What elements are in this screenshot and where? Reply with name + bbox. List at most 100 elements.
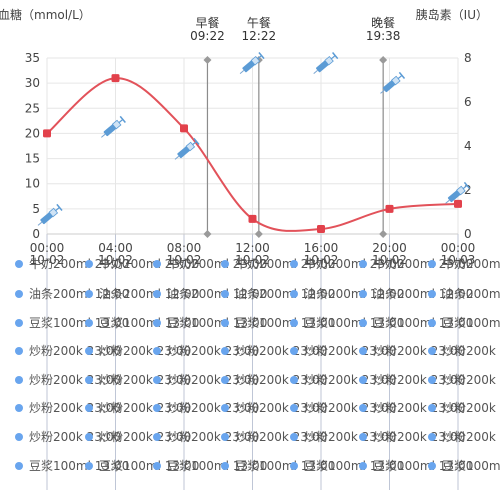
food-entry: 炒粉200k 23:00 <box>235 373 327 387</box>
y-left-tick-label: 25 <box>25 101 40 115</box>
axes: 051015202530350246800:0010-0204:0010-020… <box>25 51 476 267</box>
diamond-marker-icon <box>379 56 388 64</box>
insulin-series <box>37 52 471 226</box>
glucose-point <box>180 124 188 133</box>
food-dot-icon <box>221 462 229 470</box>
food-entry: 牛奶200ml 23:00 <box>99 256 199 271</box>
food-dot-icon <box>153 290 161 298</box>
y-left-tick-label: 15 <box>25 152 40 166</box>
food-entry: 豆浆100ml 13:00 <box>304 458 404 473</box>
food-dot-icon <box>359 376 367 384</box>
food-entry: 豆浆100ml 13:00 <box>29 458 129 473</box>
food-dot-icon <box>15 376 23 384</box>
food-dot-icon <box>153 319 161 327</box>
x-tick-time: 00:00 <box>441 241 476 255</box>
food-entry: 炒粉200k 23:00 <box>442 373 500 387</box>
food-entry: 炒粉200k 23:00 <box>235 430 327 444</box>
y-left-tick-label: 5 <box>32 202 40 216</box>
food-dot-icon <box>85 319 93 327</box>
food-dot-icon <box>85 433 93 441</box>
y-left-tick-label: 30 <box>25 76 40 90</box>
food-dot-icon <box>290 433 298 441</box>
food-dot-icon <box>290 347 298 355</box>
food-dot-icon <box>428 290 436 298</box>
food-dot-icon <box>221 433 229 441</box>
syringe-icon <box>174 137 200 160</box>
food-dot-icon <box>359 462 367 470</box>
food-entry: 牛奶200ml 23:00 <box>304 256 404 271</box>
y-right-tick-label: 4 <box>464 139 472 153</box>
food-dot-icon <box>15 319 23 327</box>
food-dot-icon <box>15 404 23 412</box>
food-entry: 豆浆100ml 13:00 <box>29 315 129 330</box>
food-dot-icon <box>221 319 229 327</box>
food-dot-icon <box>153 462 161 470</box>
food-dot-icon <box>85 260 93 268</box>
food-entry: 牛奶200ml 23:00 <box>235 256 335 271</box>
x-tick-time: 00:00 <box>30 241 65 255</box>
food-entry: 牛奶200ml 23:00 <box>442 256 500 271</box>
food-entry: 炒粉200k 23:00 <box>304 344 396 358</box>
food-entry: 炒粉200k 23:00 <box>373 430 465 444</box>
x-tick-time: 08:00 <box>167 241 202 255</box>
food-dot-icon <box>85 376 93 384</box>
food-dot-icon <box>221 347 229 355</box>
food-entry: 炒粉200k 23:00 <box>99 430 191 444</box>
grid-lines <box>46 57 459 490</box>
food-dot-icon <box>290 462 298 470</box>
glucose-point <box>385 204 394 213</box>
y-right-tick-label: 0 <box>464 227 472 241</box>
food-dot-icon <box>428 433 436 441</box>
food-entry: 炒粉200k 23:00 <box>304 401 396 415</box>
syringe-icon <box>445 181 471 204</box>
food-dot-icon <box>428 404 436 412</box>
food-entry: 豆浆100ml 13:00 <box>167 458 267 473</box>
y-axis-left-title: 血糖（mmol/L） <box>0 7 91 22</box>
x-tick-date: 10-02 <box>98 253 133 267</box>
glucose-point <box>317 224 325 233</box>
food-entry: 炒粉200k 23:00 <box>167 373 259 387</box>
y-right-tick-label: 8 <box>464 51 472 65</box>
food-dot-icon <box>15 290 23 298</box>
food-entry: 炒粉200k 23:00 <box>167 430 259 444</box>
food-dot-icon <box>290 260 298 268</box>
food-entry: 豆浆100ml 13:00 <box>235 458 335 473</box>
diamond-marker-icon <box>203 56 212 64</box>
x-tick-time: 12:00 <box>235 241 270 255</box>
meal-label: 早餐 <box>195 15 219 30</box>
y-right-tick-label: 6 <box>464 95 472 109</box>
food-dot-icon <box>428 347 436 355</box>
food-dot-icon <box>428 462 436 470</box>
food-entry: 油条200ml 12:00 <box>373 287 473 301</box>
food-entry: 炒粉200k 23:00 <box>29 430 121 444</box>
food-dot-icon <box>85 462 93 470</box>
y-left-tick-label: 0 <box>32 227 40 241</box>
food-dot-icon <box>290 404 298 412</box>
x-tick-date: 10-02 <box>167 253 202 267</box>
diamond-marker-icon <box>254 230 263 238</box>
food-entry: 豆浆100ml 13:00 <box>235 315 335 330</box>
syringe-icon <box>313 52 339 74</box>
x-tick-time: 20:00 <box>372 241 407 255</box>
food-entry: 炒粉200k 23:00 <box>373 373 465 387</box>
y-left-tick-label: 10 <box>25 177 40 191</box>
food-entry: 油条200ml 12:00 <box>304 287 404 301</box>
diamond-marker-icon <box>203 230 212 238</box>
food-entry: 油条200ml 12:00 <box>29 287 129 301</box>
food-entry: 炒粉200k 23:00 <box>442 401 500 415</box>
food-dot-icon <box>15 260 23 268</box>
food-dot-icon <box>428 376 436 384</box>
x-tick-date: 10-02 <box>235 253 270 267</box>
food-entry: 豆浆100ml 13:00 <box>304 315 404 330</box>
food-entry: 炒粉200k 23:00 <box>167 344 259 358</box>
food-dot-icon <box>428 319 436 327</box>
food-dot-icon <box>290 376 298 384</box>
y-left-tick-label: 35 <box>25 51 40 65</box>
food-dot-icon <box>153 376 161 384</box>
food-dot-icon <box>221 290 229 298</box>
food-entry: 炒粉200k 23:00 <box>304 373 396 387</box>
food-dot-icon <box>85 290 93 298</box>
food-entry: 炒粉200k 23:00 <box>29 344 121 358</box>
food-dot-icon <box>359 260 367 268</box>
y-axis-right-title: 胰岛素（IU） <box>416 7 488 22</box>
